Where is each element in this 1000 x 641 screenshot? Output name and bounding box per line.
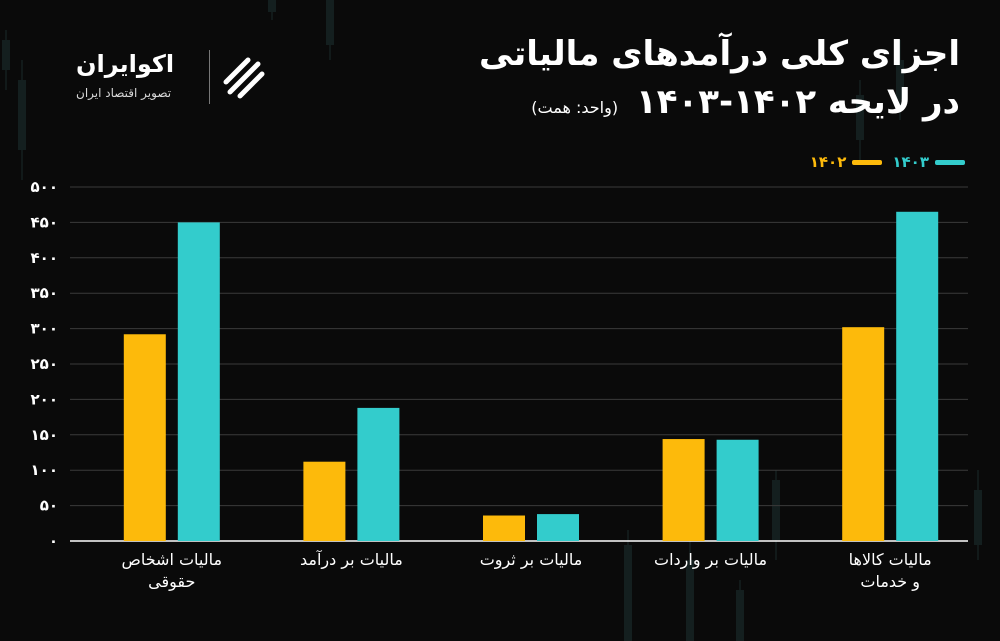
y-tick-label: ۱۵۰ bbox=[31, 426, 58, 444]
chart-header: اجزای کلی درآمدهای مالیاتی در لایحه ۱۴۰۲… bbox=[0, 0, 1000, 180]
bar-1403 bbox=[716, 439, 759, 541]
bar-chart: ۰ ۵۰ ۱۰۰ ۱۵۰ ۲۰۰ ۲۵۰ ۳۰۰ ۳۵۰ ۴۰۰ ۴۵۰ ۵۰۰ مالیات کال… bbox=[31, 178, 968, 592]
category-label: مالیات بر ثروت bbox=[480, 550, 583, 570]
bar-1402 bbox=[483, 515, 525, 541]
category-label-line: حقوقی bbox=[148, 572, 195, 592]
bg-candle-body bbox=[772, 480, 780, 540]
category-label-line: مالیات بر درآمد bbox=[300, 550, 403, 570]
bg-candle-body bbox=[856, 95, 864, 140]
legend-item-1403: ۱۴۰۳ bbox=[892, 153, 965, 171]
chart-subtitle: در لایحه ۱۴۰۲-۱۴۰۳ (واحد: همت) bbox=[531, 82, 960, 122]
bar-1402 bbox=[303, 461, 346, 541]
y-tick-label: ۴۰۰ bbox=[31, 249, 58, 267]
brand-logo: اکوایران تصویر اقتصاد ایران bbox=[36, 22, 265, 104]
bg-candle-body bbox=[974, 490, 982, 545]
category-label: مالیات کالاها و خدمات bbox=[849, 550, 932, 592]
category-label-line: و خدمات bbox=[860, 572, 920, 592]
bg-candle-body bbox=[736, 590, 744, 641]
y-tick-label: ۲۰۰ bbox=[31, 390, 58, 408]
bar-1402 bbox=[842, 327, 885, 541]
category-label-line: مالیات اشخاص bbox=[122, 550, 223, 570]
y-tick-label: ۱۰۰ bbox=[31, 461, 58, 479]
brand-tagline: تصویر اقتصاد ایران bbox=[76, 86, 172, 100]
y-tick-label: ۵۰۰ bbox=[31, 178, 58, 196]
category-label: مالیات اشخاص حقوقی bbox=[122, 550, 223, 592]
category-label-line: مالیات بر ثروت bbox=[480, 550, 583, 570]
bar-1403 bbox=[896, 211, 939, 541]
bg-candle-body bbox=[896, 60, 904, 100]
bg-candle-body bbox=[624, 545, 632, 641]
logo-divider bbox=[209, 50, 210, 104]
legend-label-1402: ۱۴۰۲ bbox=[809, 153, 847, 171]
y-tick-label: ۳۰۰ bbox=[31, 320, 58, 338]
category-label: مالیات بر واردات bbox=[654, 550, 767, 570]
category-label: مالیات بر درآمد bbox=[300, 550, 403, 570]
chart-legend: ۱۴۰۳ ۱۴۰۲ bbox=[810, 152, 965, 172]
bg-candle-body bbox=[18, 80, 26, 150]
brand-mark-icon bbox=[223, 57, 265, 99]
legend-label-1403: ۱۴۰۳ bbox=[892, 153, 929, 171]
legend-swatch-1402 bbox=[852, 159, 883, 165]
chart-title: اجزای کلی درآمدهای مالیاتی bbox=[479, 34, 960, 74]
bg-candle-body bbox=[268, 0, 276, 12]
subtitle-text: در لایحه ۱۴۰۲-۱۴۰۳ bbox=[635, 82, 960, 122]
y-tick-label: ۳۵۰ bbox=[31, 284, 58, 302]
bg-candle-body bbox=[686, 560, 694, 641]
y-tick-label: ۲۵۰ bbox=[31, 355, 58, 373]
unit-note: (واحد: همت) bbox=[531, 98, 619, 117]
category-label-line: مالیات بر واردات bbox=[654, 550, 767, 570]
bar-1403 bbox=[357, 407, 400, 541]
bar-1402 bbox=[123, 334, 166, 541]
legend-swatch-1403 bbox=[935, 159, 965, 165]
bg-candle-body bbox=[2, 40, 10, 70]
y-tick-label: ۰ bbox=[49, 532, 58, 550]
legend-item-1402: ۱۴۰۲ bbox=[810, 153, 883, 171]
y-tick-label: ۴۵۰ bbox=[31, 213, 58, 231]
y-tick-label: ۵۰ bbox=[40, 497, 58, 515]
bg-candle-body bbox=[326, 0, 334, 45]
bar-1403 bbox=[537, 514, 579, 541]
bar-1403 bbox=[177, 222, 220, 541]
category-label-line: مالیات کالاها bbox=[849, 550, 932, 569]
brand-name: اکوایران bbox=[76, 50, 175, 78]
bar-1402 bbox=[662, 439, 705, 541]
